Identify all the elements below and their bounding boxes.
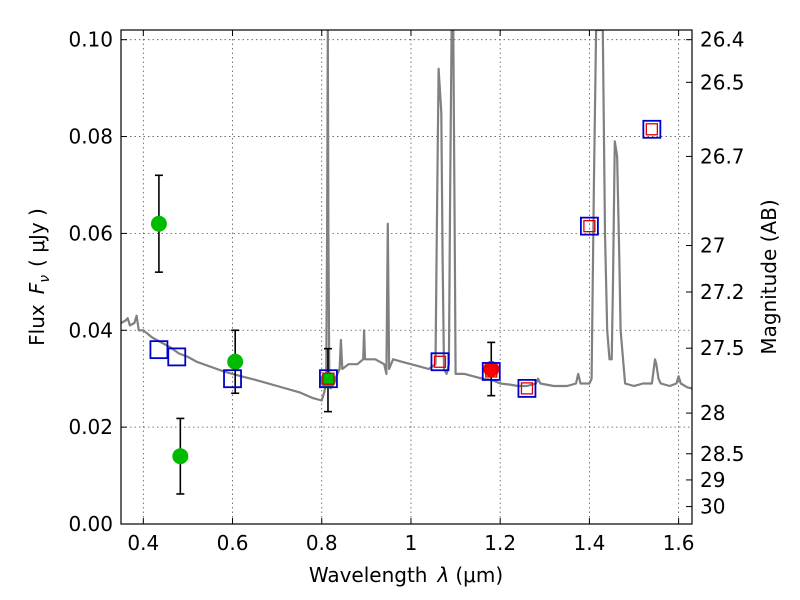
x-tick-label: 1.2 [484, 531, 516, 555]
x-tick-label: 1 [405, 531, 418, 555]
y-tick-label: 0.08 [68, 125, 113, 149]
plot-frame [120, 29, 693, 525]
y2-tick-label: 29 [700, 468, 725, 492]
photometry-point [483, 361, 500, 378]
model-square-blue [517, 378, 537, 398]
spectrum-line [121, 30, 692, 402]
x-tick-label: 1.4 [573, 531, 605, 555]
y2-tick-label: 26.4 [700, 28, 745, 52]
model-square-blue [319, 369, 338, 389]
photometry-point [150, 215, 167, 232]
photometry-point [227, 353, 244, 370]
photometry-point [172, 448, 189, 465]
y2-tick-label: 27.5 [700, 336, 745, 360]
y2-axis-label: Magnitude (AB) [757, 199, 781, 354]
model-square-blue [430, 352, 450, 372]
model-square-red [485, 365, 498, 378]
y-tick-label: 0.10 [68, 28, 113, 52]
axis-ticks: 0.4 0.6 0.8 1 1.2 1.4 1.6 0.00 0.02 0.04 0.06 0.08 0… [68, 28, 744, 555]
plot-area [121, 30, 692, 495]
model-square-blue [167, 347, 187, 367]
y-tick-label: 0.02 [68, 415, 113, 439]
model-square-red [433, 355, 447, 368]
model-square-red [520, 382, 534, 395]
y2-tick-label: 26.5 [700, 70, 745, 94]
x-tick-label: 0.4 [127, 531, 159, 555]
y-tick-label: 0.04 [68, 318, 113, 342]
model-square-blue [579, 216, 599, 236]
model-square-red [583, 219, 596, 233]
model-square-blue [642, 119, 662, 139]
y2-tick-label: 28.5 [700, 442, 745, 466]
y2-tick-label: 27.2 [700, 280, 745, 304]
y-tick-label: 0.06 [68, 221, 113, 245]
x-tick-label: 0.6 [217, 531, 249, 555]
x-tick-label: 0.8 [306, 531, 338, 555]
x-tick-label: 1.6 [663, 531, 695, 555]
x-axis-label: Wavelength λ (μm) [309, 563, 503, 587]
y-tick-label: 0.00 [68, 512, 113, 536]
y2-tick-label: 28 [700, 401, 725, 425]
y-axis-label: FluxFν( μJy ) [25, 208, 53, 346]
y2-tick-label: 30 [700, 495, 725, 519]
model-square-red [645, 123, 659, 136]
model-square-blue [481, 362, 501, 381]
y2-tick-label: 26.7 [700, 144, 745, 168]
model-square-blue [223, 369, 242, 389]
model-square-red [322, 372, 335, 385]
y2-tick-label: 27 [700, 234, 725, 258]
